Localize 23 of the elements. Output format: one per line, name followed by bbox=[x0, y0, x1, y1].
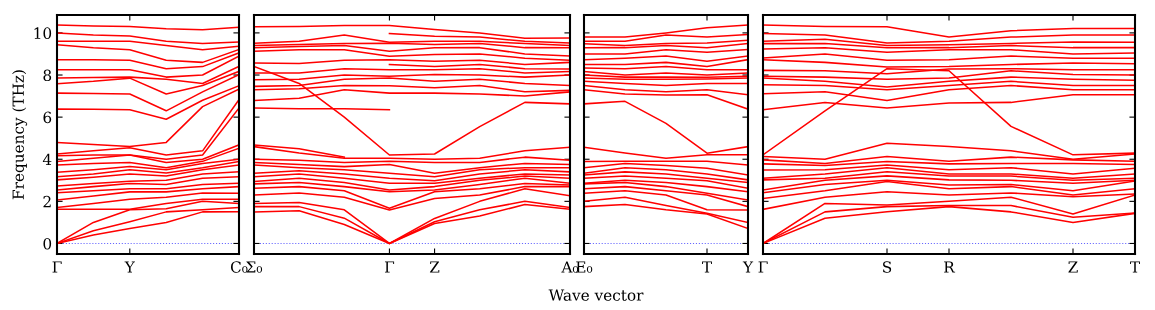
y-tick-label: 8 bbox=[43, 69, 52, 82]
x-tick-label: Γ bbox=[758, 261, 768, 273]
x-tick-label: Γ bbox=[52, 261, 62, 273]
y-tick-label: 6 bbox=[43, 111, 52, 124]
x-tick-label: T bbox=[1130, 261, 1140, 273]
x-tick-label: Y bbox=[742, 261, 754, 273]
x-tick-label: Γ bbox=[384, 261, 395, 273]
x-tick-label: Z bbox=[1068, 261, 1078, 273]
x-tick-label: S bbox=[883, 261, 892, 273]
x-tick-label: Z bbox=[429, 261, 440, 273]
x-tick-label: C₀ bbox=[230, 261, 248, 273]
y-tick-label: 0 bbox=[43, 237, 52, 250]
y-tick-label: 10 bbox=[34, 27, 52, 39]
y-tick-label: 4 bbox=[42, 153, 52, 166]
x-tick-label: T bbox=[702, 261, 712, 273]
y-axis-title: Frequency (THz) bbox=[12, 70, 28, 200]
x-tick-label: E₀ bbox=[576, 261, 593, 273]
x-tick-label: Y bbox=[124, 261, 135, 273]
y-tick-label: 2 bbox=[43, 195, 51, 208]
x-axis-title: Wave vector bbox=[548, 289, 644, 301]
x-tick-label: Σ₀ bbox=[246, 261, 263, 273]
x-tick-label: R bbox=[944, 261, 956, 273]
x-tick-label: A₀ bbox=[561, 261, 579, 273]
